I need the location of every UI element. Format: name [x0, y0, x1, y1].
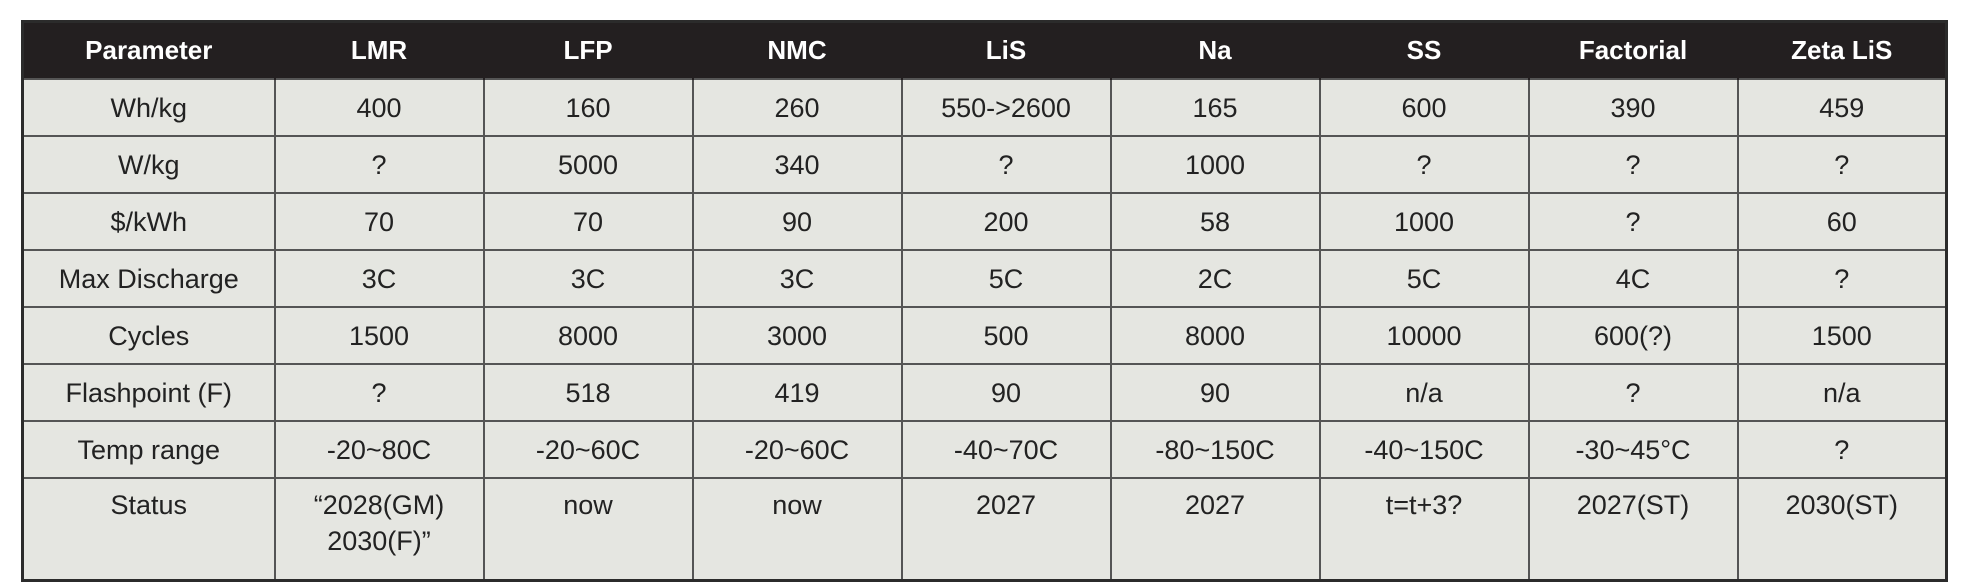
header-cell: LMR — [273, 21, 484, 79]
table-row: Cycles 1500 8000 3000 500 8000 10000 600(?) 1500 — [21, 306, 1948, 365]
table-cell: 8000 — [482, 306, 694, 365]
comparison-table: Parameter LMR LFP NMC LiS Na SS Factorial Zeta L… — [21, 20, 1948, 582]
table-cell: 3C — [482, 249, 694, 308]
table-cell: 1500 — [273, 306, 485, 365]
table-cell: ? — [1736, 135, 1948, 194]
table-cell: 5000 — [482, 135, 694, 194]
table-row: Status “2028(GM) 2030(F)” now now 2027 2027 t=… — [21, 477, 1948, 582]
table-cell: “2028(GM) 2030(F)” — [273, 477, 485, 582]
table-cell: 419 — [691, 363, 903, 422]
table-cell: 10000 — [1318, 306, 1530, 365]
table-cell: 3C — [273, 249, 485, 308]
table-cell: -20~80C — [273, 420, 485, 479]
table-cell: ? — [1736, 420, 1948, 479]
table-cell: -20~60C — [482, 420, 694, 479]
table-cell: 260 — [691, 78, 903, 137]
table-cell: 340 — [691, 135, 903, 194]
table-cell: ? — [273, 135, 485, 194]
header-cell: SS — [1318, 21, 1529, 79]
table-cell: now — [482, 477, 694, 582]
header-cell: Zeta LiS — [1736, 21, 1947, 79]
table-cell: 2C — [1109, 249, 1321, 308]
header-row: Parameter LMR LFP NMC LiS Na SS Factorial Zeta L… — [21, 21, 1947, 79]
table-cell: now — [691, 477, 903, 582]
table-cell: -40~70C — [900, 420, 1112, 479]
header-cell: LFP — [482, 21, 693, 79]
table-cell: 160 — [482, 78, 694, 137]
table-cell: 165 — [1109, 78, 1321, 137]
table-cell: 2030(ST) — [1736, 477, 1948, 582]
table-cell: 3C — [691, 249, 903, 308]
table-cell: 1000 — [1318, 192, 1530, 251]
table-cell: n/a — [1318, 363, 1530, 422]
table-cell: 70 — [273, 192, 485, 251]
table-cell: 390 — [1527, 78, 1739, 137]
row-label: Temp range — [21, 420, 276, 479]
table-cell: -40~150C — [1318, 420, 1530, 479]
table-body: Wh/kg 400 160 260 550->2600 165 600 390 459 W/kg?… — [21, 78, 1948, 582]
row-label: Max Discharge — [21, 249, 276, 308]
table-cell: 8000 — [1109, 306, 1321, 365]
table-cell: 60 — [1736, 192, 1948, 251]
table-cell: 550->2600 — [900, 78, 1112, 137]
table-cell: 5C — [900, 249, 1112, 308]
table-cell: 600 — [1318, 78, 1530, 137]
table-head: Parameter LMR LFP NMC LiS Na SS Factorial Zeta L… — [21, 21, 1947, 79]
row-label: Cycles — [21, 306, 276, 365]
header-cell: NMC — [691, 21, 902, 79]
table-row: Wh/kg 400 160 260 550->2600 165 600 390 459 — [21, 78, 1948, 137]
table-cell: 459 — [1736, 78, 1948, 137]
table-row: Flashpoint (F)? 518 419 90 90 n/a? n/a — [21, 363, 1948, 422]
table-cell: 2027 — [900, 477, 1112, 582]
table-cell: 500 — [900, 306, 1112, 365]
table-cell: 1000 — [1109, 135, 1321, 194]
table-row: W/kg? 5000 340? 1000??? — [21, 135, 1948, 194]
table-cell: 90 — [1109, 363, 1321, 422]
table-cell: ? — [1736, 249, 1948, 308]
table-cell: -30~45°C — [1527, 420, 1739, 479]
table-cell: 90 — [691, 192, 903, 251]
table-cell: 200 — [900, 192, 1112, 251]
table-cell: 70 — [482, 192, 694, 251]
header-cell: Na — [1109, 21, 1320, 79]
table-cell: ? — [1318, 135, 1530, 194]
header-cell: Parameter — [21, 21, 275, 79]
table-cell: 518 — [482, 363, 694, 422]
table-cell: 2027(ST) — [1527, 477, 1739, 582]
table-cell: 5C — [1318, 249, 1530, 308]
table-cell: 600(?) — [1527, 306, 1739, 365]
table-cell: 4C — [1527, 249, 1739, 308]
table-cell: -80~150C — [1109, 420, 1321, 479]
table-cell: 90 — [900, 363, 1112, 422]
table-container: Parameter LMR LFP NMC LiS Na SS Factorial Zeta L… — [21, 20, 1948, 582]
table-cell: ? — [1527, 135, 1739, 194]
table-cell: -20~60C — [691, 420, 903, 479]
row-label: Status — [21, 477, 276, 582]
table-cell: ? — [1527, 192, 1739, 251]
table-cell: 1500 — [1736, 306, 1948, 365]
table-cell: 2027 — [1109, 477, 1321, 582]
row-label: Flashpoint (F) — [21, 363, 276, 422]
table-cell: ? — [900, 135, 1112, 194]
table-cell: 3000 — [691, 306, 903, 365]
row-label: W/kg — [21, 135, 276, 194]
table-cell: t=t+3? — [1318, 477, 1530, 582]
table-row: $/kWh 70 70 90 200 58 1000? 60 — [21, 192, 1948, 251]
table-row: Max Discharge 3C 3C 3C 5C 2C 5C 4C? — [21, 249, 1948, 308]
header-cell: LiS — [900, 21, 1111, 79]
table-cell: 58 — [1109, 192, 1321, 251]
row-label: $/kWh — [21, 192, 276, 251]
row-label: Wh/kg — [21, 78, 276, 137]
table-row: Temp range -20~80C -20~60C -20~60C -40~70C -8… — [21, 420, 1948, 479]
table-cell: n/a — [1736, 363, 1948, 422]
header-cell: Factorial — [1527, 21, 1738, 79]
table-cell: ? — [273, 363, 485, 422]
table-cell: ? — [1527, 363, 1739, 422]
table-cell: 400 — [273, 78, 485, 137]
